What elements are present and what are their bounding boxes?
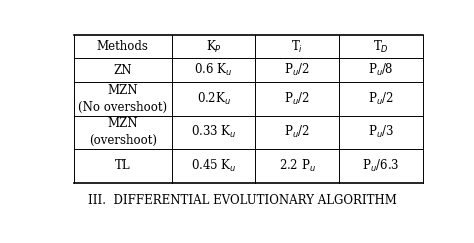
Text: P$_u$/3: P$_u$/3 bbox=[368, 124, 394, 140]
Text: III.  DIFFERENTIAL EVOLUTIONARY ALGORITHM: III. DIFFERENTIAL EVOLUTIONARY ALGORITHM bbox=[89, 194, 397, 207]
Text: Methods: Methods bbox=[97, 40, 149, 53]
Text: 0.2K$_u$: 0.2K$_u$ bbox=[197, 91, 230, 107]
Text: 0.6 K$_u$: 0.6 K$_u$ bbox=[194, 62, 233, 78]
Text: P$_u$/2: P$_u$/2 bbox=[284, 62, 310, 78]
Text: MZN
(overshoot): MZN (overshoot) bbox=[89, 117, 157, 147]
Text: MZN
(No overshoot): MZN (No overshoot) bbox=[78, 84, 167, 114]
Text: P$_u$/6.3: P$_u$/6.3 bbox=[362, 158, 400, 174]
Text: TL: TL bbox=[115, 159, 131, 172]
Text: T$_D$: T$_D$ bbox=[373, 39, 389, 55]
Text: T$_i$: T$_i$ bbox=[291, 39, 303, 55]
Text: P$_u$/2: P$_u$/2 bbox=[368, 91, 394, 107]
Text: 2.2 P$_u$: 2.2 P$_u$ bbox=[279, 158, 316, 174]
Text: P$_u$/2: P$_u$/2 bbox=[284, 124, 310, 140]
Text: 0.33 K$_u$: 0.33 K$_u$ bbox=[191, 124, 237, 140]
Text: 0.45 K$_u$: 0.45 K$_u$ bbox=[191, 158, 237, 174]
Text: P$_u$/2: P$_u$/2 bbox=[284, 91, 310, 107]
Text: K$_P$: K$_P$ bbox=[206, 39, 221, 55]
Text: ZN: ZN bbox=[114, 64, 132, 77]
Text: P$_u$/8: P$_u$/8 bbox=[368, 62, 394, 78]
